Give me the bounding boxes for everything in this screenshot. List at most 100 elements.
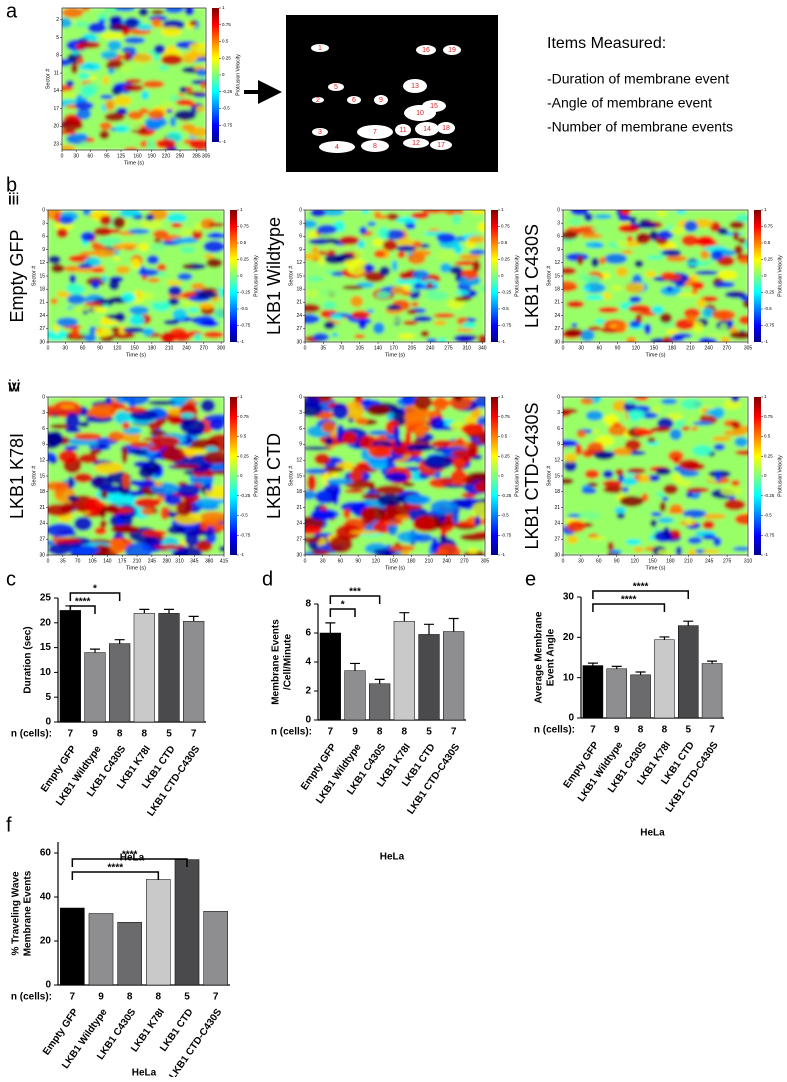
- heatmap-blob: [321, 210, 345, 217]
- heatmap-blob: [639, 506, 652, 514]
- heatmap-blob: [660, 271, 676, 279]
- x-tick-label: 30: [320, 558, 326, 564]
- y-tick-label: 8: [305, 599, 311, 610]
- heatmap-blob: [404, 430, 412, 446]
- heatmap-blob: [707, 333, 726, 339]
- heatmap-blob: [633, 428, 654, 437]
- heatmap-blob: [343, 401, 365, 420]
- colorbar-tick-label: 0.25: [501, 453, 510, 458]
- colorbar-tick-label: -0.25: [501, 290, 512, 295]
- heatmap-blob: [305, 314, 320, 324]
- mask-blob: [416, 45, 436, 55]
- y-tick-label: 6: [299, 426, 302, 432]
- y-tick-label: 9: [557, 247, 560, 253]
- heatmap-blob: [688, 548, 697, 555]
- x-tick-label: 210: [425, 558, 434, 564]
- significance-label: ****: [75, 597, 91, 608]
- heatmap-blob: [314, 453, 331, 465]
- significance-bracket: [592, 590, 689, 599]
- heatmap-blob: [682, 462, 706, 471]
- colorbar-tick-label: -0.5: [222, 106, 230, 111]
- heatmap-blob: [109, 538, 126, 555]
- heatmap-blob: [657, 517, 674, 524]
- heatmap-blob: [462, 321, 476, 330]
- heatmap-blob: [384, 521, 405, 526]
- heatmap-blob: [382, 239, 398, 252]
- heatmap-blob: [675, 545, 682, 555]
- heatmap-blob: [81, 86, 96, 97]
- colorbar: [491, 397, 498, 555]
- y-tick-label: 24: [39, 521, 45, 527]
- heatmap-blob: [56, 228, 69, 239]
- y-tick-label: 21: [39, 505, 45, 511]
- heatmap-blob: [200, 218, 216, 230]
- significance-label: ****: [621, 595, 637, 606]
- heatmap-blob: [107, 40, 122, 51]
- colorbar-tick-label: -0.25: [240, 290, 251, 295]
- heatmap-blob: [344, 489, 365, 494]
- heatmap-blob: [99, 215, 112, 226]
- x-axis-label: HeLa: [380, 852, 405, 863]
- colorbar-tick-label: 0.75: [764, 414, 773, 419]
- heatmap-blob: [593, 243, 605, 249]
- heatmap-blob: [331, 332, 339, 338]
- heatmap-blob: [62, 91, 77, 98]
- heatmap-blob: [67, 294, 86, 305]
- heatmap-blob: [129, 314, 145, 326]
- colorbar: [754, 210, 761, 342]
- heatmap-blob: [167, 297, 180, 306]
- heatmap-blob: [141, 90, 150, 100]
- colorbar-tick-label: -0.5: [240, 306, 248, 311]
- y-tick-label: 21: [296, 300, 302, 306]
- heatmap-blob: [646, 255, 665, 260]
- heatmap-blob: [74, 472, 93, 483]
- y-tick-label: 30: [296, 552, 302, 558]
- heatmap-blob: [156, 263, 167, 272]
- heatmap-blob: [113, 95, 132, 107]
- mask-blob: [415, 122, 439, 136]
- bar: [174, 859, 200, 986]
- heatmap-blob: [645, 270, 657, 278]
- heatmap-blob: [99, 121, 112, 131]
- heatmap-blob: [697, 235, 714, 245]
- heatmap-blob: [350, 295, 364, 308]
- colorbar-tick-label: 1: [501, 207, 504, 212]
- heatmap-blob: [152, 229, 169, 240]
- heatmap-blob: [702, 520, 715, 530]
- heatmap-blob: [193, 332, 202, 342]
- heatmap-blob: [449, 421, 465, 431]
- heatmap-blob: [374, 214, 391, 220]
- heatmap-blob: [478, 284, 485, 293]
- colorbar-label: Protrusion Velocity: [777, 455, 783, 497]
- heatmap-blob: [354, 416, 369, 426]
- heatmap-blob: [669, 503, 683, 513]
- heatmap-blob: [711, 407, 725, 419]
- colorbar-tick-label: -0.75: [240, 532, 251, 537]
- heatmap-blob: [420, 330, 430, 338]
- heatmap-blob: [702, 534, 716, 540]
- heatmap-blob: [431, 537, 439, 555]
- heatmap-title: LKB1 CTD: [264, 433, 284, 519]
- heatmap-blob: [172, 332, 192, 342]
- count-label: n (cells):: [271, 727, 312, 738]
- x-tick-label: 240: [426, 345, 435, 351]
- heatmap-blob: [110, 524, 141, 534]
- y-tick-label: 12: [554, 260, 560, 266]
- colorbar-tick-label: 0.75: [222, 22, 231, 27]
- colorbar-tick-label: 0: [501, 273, 504, 278]
- y-tick-label: 0: [568, 713, 574, 724]
- x-tick-label: 0: [304, 558, 307, 564]
- x-tick-label: 210: [686, 345, 695, 351]
- x-tick-label: 120: [630, 558, 639, 564]
- heatmap-blob: [83, 334, 97, 342]
- heatmap-blob: [200, 81, 206, 90]
- heatmap-blob: [696, 298, 706, 309]
- y-tick-label: 21: [39, 300, 45, 306]
- heatmap-blob: [191, 476, 214, 485]
- colorbar-tick-label: -0.25: [764, 290, 775, 295]
- heatmap-blob: [149, 242, 167, 252]
- heatmap-blob: [690, 281, 705, 290]
- heatmap-blob: [594, 318, 607, 324]
- error-bar: [90, 648, 100, 653]
- heatmap-blob: [123, 147, 139, 150]
